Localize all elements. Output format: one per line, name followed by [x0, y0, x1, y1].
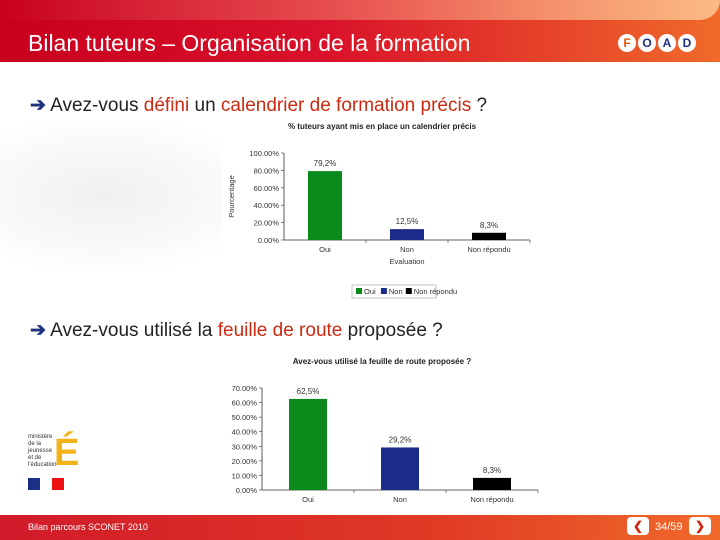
chart-calendrier: % tuteurs ayant mis en place un calendri…: [222, 118, 548, 304]
y-tick-label: 60.00%: [232, 399, 258, 408]
legend-box: [351, 284, 437, 299]
chart-feuille-de-route: Avez-vous utilisé la feuille de route pr…: [220, 352, 550, 540]
y-tick-label: 100.00%: [249, 149, 279, 158]
y-tick-label: 0.00%: [236, 486, 258, 495]
chart-title: % tuteurs ayant mis en place un calendri…: [288, 122, 477, 131]
arrow-right-icon: ➔: [30, 320, 46, 341]
bar-non: [381, 447, 419, 490]
x-tick-label: Non répondu: [467, 245, 510, 254]
x-tick-label: Non répondu: [470, 495, 513, 504]
republique-flag-icon: [28, 478, 64, 490]
bar-oui: [308, 171, 342, 240]
data-label: 62,5%: [297, 387, 320, 396]
question-1-prefix: Avez-vous: [50, 95, 144, 116]
chart-background: [220, 352, 550, 540]
chart-legend: Oui Non Non répondu: [351, 284, 457, 299]
chart-title: Avez-vous utilisé la feuille de route pr…: [293, 357, 472, 366]
y-tick-label: 50.00%: [232, 413, 258, 422]
question-1-mid: un: [189, 95, 221, 116]
legend-swatch: [356, 288, 362, 294]
legend-label: Non répondu: [414, 287, 457, 296]
foad-logo: F O A D: [618, 34, 696, 52]
y-tick-label: 80.00%: [254, 166, 280, 175]
question-2-mid: proposée ?: [342, 320, 443, 341]
y-tick-label: 30.00%: [232, 442, 258, 451]
x-tick-label: Non: [400, 245, 414, 254]
data-label: 29,2%: [389, 435, 412, 444]
logo-letter-o: O: [638, 34, 656, 52]
legend-swatch: [380, 288, 387, 294]
data-label: 8,3%: [480, 221, 498, 230]
x-tick-label: Oui: [302, 495, 314, 504]
footer-bar: [0, 515, 720, 540]
bar-non: [390, 229, 424, 240]
arrow-right-icon: ➔: [30, 95, 46, 116]
data-label: 8,3%: [483, 466, 501, 475]
question-1: ➔ Avez-vous défini un calendrier de form…: [30, 94, 487, 117]
question-2-accent1: feuille de route: [217, 320, 343, 341]
header-swoosh: [0, 0, 720, 20]
ministry-text: ministère de la jeunesse et de l'éducati…: [28, 434, 57, 468]
x-tick-label: Non: [393, 495, 407, 504]
question-2-prefix: Avez-vous utilisé la: [50, 320, 218, 341]
y-axis-label: Pourcentage: [227, 175, 236, 218]
y-tick-label: 40.00%: [254, 201, 280, 210]
y-tick-label: 70.00%: [232, 384, 258, 393]
legend-swatch: [405, 288, 412, 294]
bar-oui: [289, 398, 327, 490]
ministry-logo: ministère de la jeunesse et de l'éducati…: [24, 432, 84, 502]
question-1-suffix: ?: [471, 95, 488, 116]
data-label: 79,2%: [314, 159, 337, 168]
y-tick-label: 60.00%: [254, 184, 280, 193]
y-tick-label: 40.00%: [232, 428, 258, 437]
x-tick-label: Oui: [319, 245, 331, 254]
next-icon[interactable]: ❯: [689, 517, 711, 535]
chart-background: [222, 118, 548, 304]
bar-non-répondu: [472, 232, 506, 240]
y-tick-label: 10.00%: [232, 471, 258, 480]
x-axis-label: Evaluation: [389, 257, 424, 266]
header-banner: Bilan tuteurs – Organisation de la forma…: [0, 0, 720, 62]
bar-non-répondu: [473, 477, 511, 490]
footer-left: Bilan parcours SCONET 2010: [28, 522, 148, 532]
legend-label: Non: [389, 287, 403, 296]
y-tick-label: 20.00%: [254, 219, 280, 228]
question-2: ➔ Avez-vous utilisé la feuille de route …: [30, 319, 443, 342]
previous-icon[interactable]: ❮: [627, 517, 649, 535]
logo-letter-d: D: [678, 34, 696, 52]
ministry-e-icon: É: [54, 432, 80, 474]
logo-letter-f: F: [618, 34, 636, 52]
y-tick-label: 20.00%: [232, 457, 258, 466]
legend-label: Oui: [364, 287, 376, 296]
background-image: [0, 120, 260, 270]
slide-title: Bilan tuteurs – Organisation de la forma…: [28, 30, 471, 56]
data-label: 12,5%: [396, 217, 419, 226]
y-tick-label: 0.00%: [258, 236, 280, 245]
logo-letter-a: A: [658, 34, 676, 52]
question-1-accent2: calendrier de formation précis: [220, 95, 472, 116]
question-1-accent1: défini: [143, 95, 190, 116]
page-number: 34/59: [655, 521, 683, 533]
